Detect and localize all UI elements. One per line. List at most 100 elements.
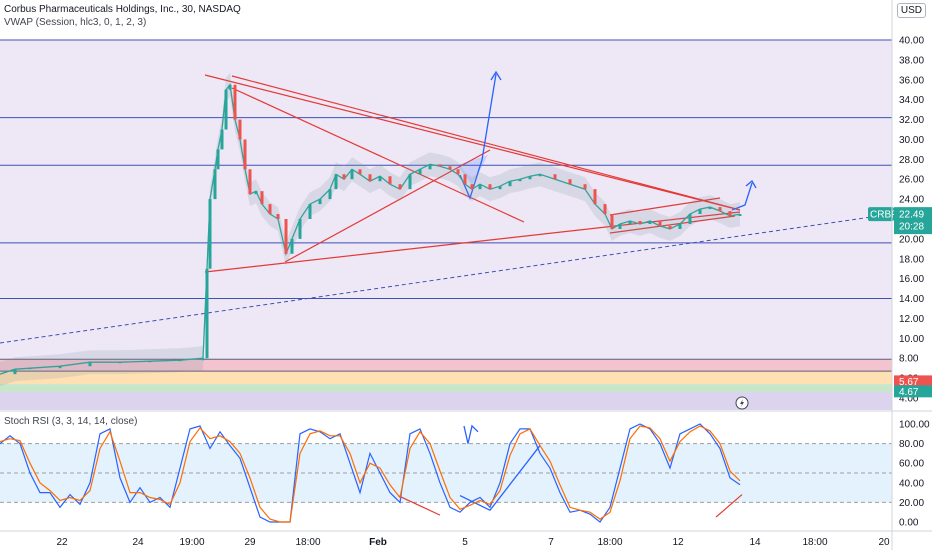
price-tick-label: 40.00 [899, 36, 924, 47]
candle[interactable] [238, 119, 242, 140]
red-trendline[interactable] [231, 87, 525, 223]
candle[interactable] [668, 225, 672, 229]
red-trendline[interactable] [609, 215, 736, 234]
candle[interactable] [658, 220, 662, 226]
candle[interactable] [648, 220, 652, 224]
candle[interactable] [603, 204, 607, 215]
candle[interactable] [628, 220, 632, 224]
red-trendline[interactable] [609, 197, 721, 216]
candle[interactable] [148, 361, 152, 363]
candle[interactable] [498, 186, 502, 190]
candle[interactable] [470, 184, 474, 190]
candle[interactable] [216, 149, 220, 170]
rsi-line[interactable] [0, 425, 741, 523]
candle[interactable] [463, 174, 467, 185]
candle[interactable] [528, 176, 532, 180]
candle[interactable] [118, 362, 122, 364]
candle[interactable] [213, 169, 217, 200]
price-tick-label: 26.00 [899, 175, 924, 186]
candle[interactable] [88, 362, 92, 367]
candle[interactable] [201, 358, 205, 361]
candle[interactable] [698, 209, 702, 215]
candle[interactable] [408, 174, 412, 190]
chart-title[interactable]: Corbus Pharmaceuticals Holdings, Inc., 3… [4, 4, 241, 15]
candle[interactable] [224, 89, 228, 130]
candle[interactable] [738, 214, 742, 217]
candle[interactable] [290, 238, 294, 254]
candle[interactable] [448, 166, 452, 170]
candle[interactable] [334, 174, 338, 190]
candle[interactable] [308, 204, 312, 219]
candle[interactable] [456, 169, 460, 175]
vwap-indicator-label[interactable]: VWAP (Session, hlc3, 0, 1, 2, 3) [4, 17, 147, 28]
candle[interactable] [678, 223, 682, 229]
candle[interactable] [284, 219, 288, 254]
candle[interactable] [438, 164, 442, 167]
rsi-red-line[interactable] [397, 494, 441, 516]
candle[interactable] [388, 176, 392, 185]
candle[interactable] [708, 207, 712, 210]
candle[interactable] [638, 220, 642, 224]
lower-zone [0, 392, 892, 410]
candle[interactable] [593, 189, 597, 205]
candle[interactable] [350, 169, 354, 180]
candle[interactable] [538, 174, 542, 177]
candle[interactable] [428, 164, 432, 170]
stoch-rsi-indicator-label[interactable]: Stoch RSI (3, 3, 14, 14, close) [4, 416, 138, 427]
price-tick-label: 28.00 [899, 155, 924, 166]
candle[interactable] [478, 184, 482, 190]
candle[interactable] [368, 174, 372, 182]
candle[interactable] [208, 199, 212, 269]
candle[interactable] [553, 174, 557, 180]
candle[interactable] [13, 369, 17, 375]
candle[interactable] [260, 191, 264, 205]
time-axis[interactable]: 22 24 19:00 29 18:00 Feb 5 7 18:00 12 14 18:00 20 [56, 537, 890, 548]
candle[interactable] [378, 176, 382, 182]
candle[interactable] [298, 219, 302, 239]
candle[interactable] [508, 181, 512, 187]
candle[interactable] [178, 360, 182, 362]
candle[interactable] [220, 129, 224, 150]
price-level-tag [894, 385, 932, 398]
candle[interactable] [243, 139, 247, 170]
candle[interactable] [618, 223, 622, 229]
candle[interactable] [418, 169, 422, 175]
candle[interactable] [248, 169, 252, 195]
candle[interactable] [276, 214, 280, 219]
blue-arrow-path[interactable] [459, 73, 497, 200]
candle[interactable] [254, 191, 258, 195]
candle[interactable] [342, 174, 346, 180]
red-trendline[interactable] [231, 75, 741, 211]
candle[interactable] [728, 211, 732, 217]
candle[interactable] [488, 184, 492, 190]
dashed-trend-line[interactable] [0, 213, 893, 344]
candle[interactable] [268, 204, 272, 215]
candle[interactable] [318, 199, 322, 205]
candle[interactable] [718, 207, 722, 212]
currency-button[interactable]: USD [896, 3, 926, 18]
highlight-shape [457, 155, 488, 185]
rsi-blue-arrow[interactable] [459, 445, 541, 512]
red-trendline[interactable] [204, 74, 741, 211]
rsi-line[interactable] [0, 423, 741, 523]
candle[interactable] [518, 179, 522, 182]
red-trendline[interactable] [284, 149, 491, 263]
candle[interactable] [610, 214, 614, 229]
lightning-icon[interactable] [735, 396, 749, 410]
candle[interactable] [205, 268, 209, 359]
candle[interactable] [328, 189, 332, 200]
candle[interactable] [228, 84, 232, 90]
candle[interactable] [358, 169, 362, 175]
candle[interactable] [233, 84, 237, 120]
rsi-red-line[interactable] [715, 494, 743, 518]
candle[interactable] [583, 184, 587, 190]
candle[interactable] [58, 366, 62, 369]
rsi-axis[interactable]: 100.00 80.00 60.00 40.00 20.00 0.00 [899, 420, 930, 529]
candle[interactable] [688, 214, 692, 224]
candle[interactable] [28, 368, 32, 370]
blue-arrow-path[interactable] [731, 182, 753, 211]
candle[interactable] [398, 184, 402, 190]
candle[interactable] [568, 179, 572, 185]
time-tick-label: 18:00 [295, 537, 320, 548]
